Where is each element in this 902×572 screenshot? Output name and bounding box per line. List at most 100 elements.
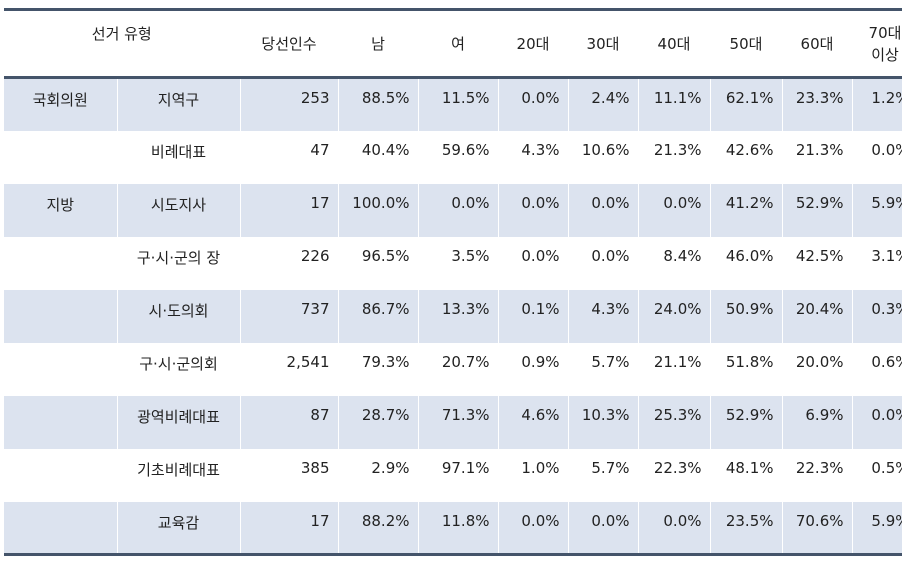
female-cell: 11.8% bbox=[418, 501, 499, 556]
age-70s-plus-cell: 3.1% bbox=[852, 236, 902, 290]
age-60s-cell: 22.3% bbox=[782, 448, 853, 502]
female-cell: 3.5% bbox=[418, 236, 499, 290]
age-40s-cell: 21.3% bbox=[638, 130, 711, 184]
age-70s-plus-cell: 5.9% bbox=[852, 501, 902, 556]
winners-cell: 2,541 bbox=[240, 342, 339, 396]
age-50s-cell: 41.2% bbox=[710, 183, 783, 237]
age-30s-cell: 0.0% bbox=[568, 501, 639, 556]
category-cell bbox=[4, 236, 118, 290]
winners-cell: 17 bbox=[240, 183, 339, 237]
age-60s-cell: 52.9% bbox=[782, 183, 853, 237]
election-type-cell: 시도지사 bbox=[117, 183, 241, 237]
age-20s-cell: 1.0% bbox=[498, 448, 569, 502]
age-40s-cell: 25.3% bbox=[638, 395, 711, 449]
age-70s-plus-cell: 0.3% bbox=[852, 289, 902, 343]
election-type-cell: 구·시·군의회 bbox=[117, 342, 241, 396]
age-50s-cell: 50.9% bbox=[710, 289, 783, 343]
age-30s-cell: 2.4% bbox=[568, 77, 639, 131]
election-winners-table: 선거 유형 당선인수 남 여 20대 30대 40대 50대 60대 70대 이… bbox=[4, 8, 902, 556]
election-type-cell: 구·시·군의 장 bbox=[117, 236, 241, 290]
age-30s-cell: 10.6% bbox=[568, 130, 639, 184]
header-age-40s: 40대 bbox=[638, 8, 711, 79]
category-cell bbox=[4, 395, 118, 449]
age-50s-cell: 23.5% bbox=[710, 501, 783, 556]
table-row: 교육감 17 88.2% 11.8% 0.0% 0.0% 0.0% 23.5% … bbox=[4, 501, 902, 556]
category-cell: 국회의원 bbox=[4, 77, 118, 131]
age-60s-cell: 42.5% bbox=[782, 236, 853, 290]
age-40s-cell: 11.1% bbox=[638, 77, 711, 131]
male-cell: 86.7% bbox=[338, 289, 419, 343]
header-female: 여 bbox=[418, 8, 499, 79]
age-40s-cell: 22.3% bbox=[638, 448, 711, 502]
age-40s-cell: 0.0% bbox=[638, 183, 711, 237]
male-cell: 88.2% bbox=[338, 501, 419, 556]
category-cell bbox=[4, 289, 118, 343]
age-20s-cell: 0.0% bbox=[498, 501, 569, 556]
table-row: 비례대표 47 40.4% 59.6% 4.3% 10.6% 21.3% 42.… bbox=[4, 130, 902, 184]
age-70s-plus-cell: 0.5% bbox=[852, 448, 902, 502]
age-60s-cell: 20.4% bbox=[782, 289, 853, 343]
header-age-30s: 30대 bbox=[568, 8, 639, 79]
election-type-cell: 지역구 bbox=[117, 77, 241, 131]
election-type-cell: 기초비례대표 bbox=[117, 448, 241, 502]
female-cell: 59.6% bbox=[418, 130, 499, 184]
age-60s-cell: 20.0% bbox=[782, 342, 853, 396]
age-20s-cell: 0.1% bbox=[498, 289, 569, 343]
table-row: 국회의원 지역구 253 88.5% 11.5% 0.0% 2.4% 11.1%… bbox=[4, 77, 902, 131]
table-row: 시·도의회 737 86.7% 13.3% 0.1% 4.3% 24.0% 50… bbox=[4, 289, 902, 343]
female-cell: 20.7% bbox=[418, 342, 499, 396]
male-cell: 79.3% bbox=[338, 342, 419, 396]
age-50s-cell: 51.8% bbox=[710, 342, 783, 396]
female-cell: 71.3% bbox=[418, 395, 499, 449]
age-70s-plus-cell: 1.2% bbox=[852, 77, 902, 131]
male-cell: 40.4% bbox=[338, 130, 419, 184]
election-table-container: 선거 유형 당선인수 남 여 20대 30대 40대 50대 60대 70대 이… bbox=[4, 8, 902, 556]
category-cell bbox=[4, 130, 118, 184]
female-cell: 97.1% bbox=[418, 448, 499, 502]
age-70s-plus-cell: 5.9% bbox=[852, 183, 902, 237]
age-50s-cell: 48.1% bbox=[710, 448, 783, 502]
category-cell bbox=[4, 448, 118, 502]
age-40s-cell: 24.0% bbox=[638, 289, 711, 343]
winners-cell: 47 bbox=[240, 130, 339, 184]
age-60s-cell: 21.3% bbox=[782, 130, 853, 184]
header-row: 선거 유형 당선인수 남 여 20대 30대 40대 50대 60대 70대 이… bbox=[4, 8, 902, 79]
header-male: 남 bbox=[338, 8, 419, 79]
election-type-cell: 시·도의회 bbox=[117, 289, 241, 343]
winners-cell: 737 bbox=[240, 289, 339, 343]
winners-cell: 226 bbox=[240, 236, 339, 290]
age-30s-cell: 4.3% bbox=[568, 289, 639, 343]
header-winners: 당선인수 bbox=[240, 8, 339, 79]
age-60s-cell: 6.9% bbox=[782, 395, 853, 449]
header-election-type: 선거 유형 bbox=[4, 8, 241, 79]
age-20s-cell: 0.0% bbox=[498, 77, 569, 131]
winners-cell: 87 bbox=[240, 395, 339, 449]
age-30s-cell: 0.0% bbox=[568, 236, 639, 290]
table-row: 지방 시도지사 17 100.0% 0.0% 0.0% 0.0% 0.0% 41… bbox=[4, 183, 902, 237]
table-row: 광역비례대표 87 28.7% 71.3% 4.6% 10.3% 25.3% 5… bbox=[4, 395, 902, 449]
age-70s-plus-cell: 0.0% bbox=[852, 395, 902, 449]
age-30s-cell: 5.7% bbox=[568, 448, 639, 502]
age-30s-cell: 0.0% bbox=[568, 183, 639, 237]
age-70s-plus-cell: 0.6% bbox=[852, 342, 902, 396]
age-50s-cell: 46.0% bbox=[710, 236, 783, 290]
table-row: 기초비례대표 385 2.9% 97.1% 1.0% 5.7% 22.3% 48… bbox=[4, 448, 902, 502]
age-50s-cell: 52.9% bbox=[710, 395, 783, 449]
age-60s-cell: 70.6% bbox=[782, 501, 853, 556]
winners-cell: 253 bbox=[240, 77, 339, 131]
header-age-70s-line1: 70대 bbox=[868, 23, 902, 42]
category-cell: 지방 bbox=[4, 183, 118, 237]
age-50s-cell: 62.1% bbox=[710, 77, 783, 131]
male-cell: 88.5% bbox=[338, 77, 419, 131]
header-age-50s: 50대 bbox=[710, 8, 783, 79]
header-age-70s-plus: 70대 이상 bbox=[852, 8, 902, 79]
age-40s-cell: 21.1% bbox=[638, 342, 711, 396]
male-cell: 2.9% bbox=[338, 448, 419, 502]
female-cell: 13.3% bbox=[418, 289, 499, 343]
age-20s-cell: 0.0% bbox=[498, 236, 569, 290]
table-row: 구·시·군의회 2,541 79.3% 20.7% 0.9% 5.7% 21.1… bbox=[4, 342, 902, 396]
female-cell: 11.5% bbox=[418, 77, 499, 131]
male-cell: 96.5% bbox=[338, 236, 419, 290]
age-70s-plus-cell: 0.0% bbox=[852, 130, 902, 184]
header-age-20s: 20대 bbox=[498, 8, 569, 79]
